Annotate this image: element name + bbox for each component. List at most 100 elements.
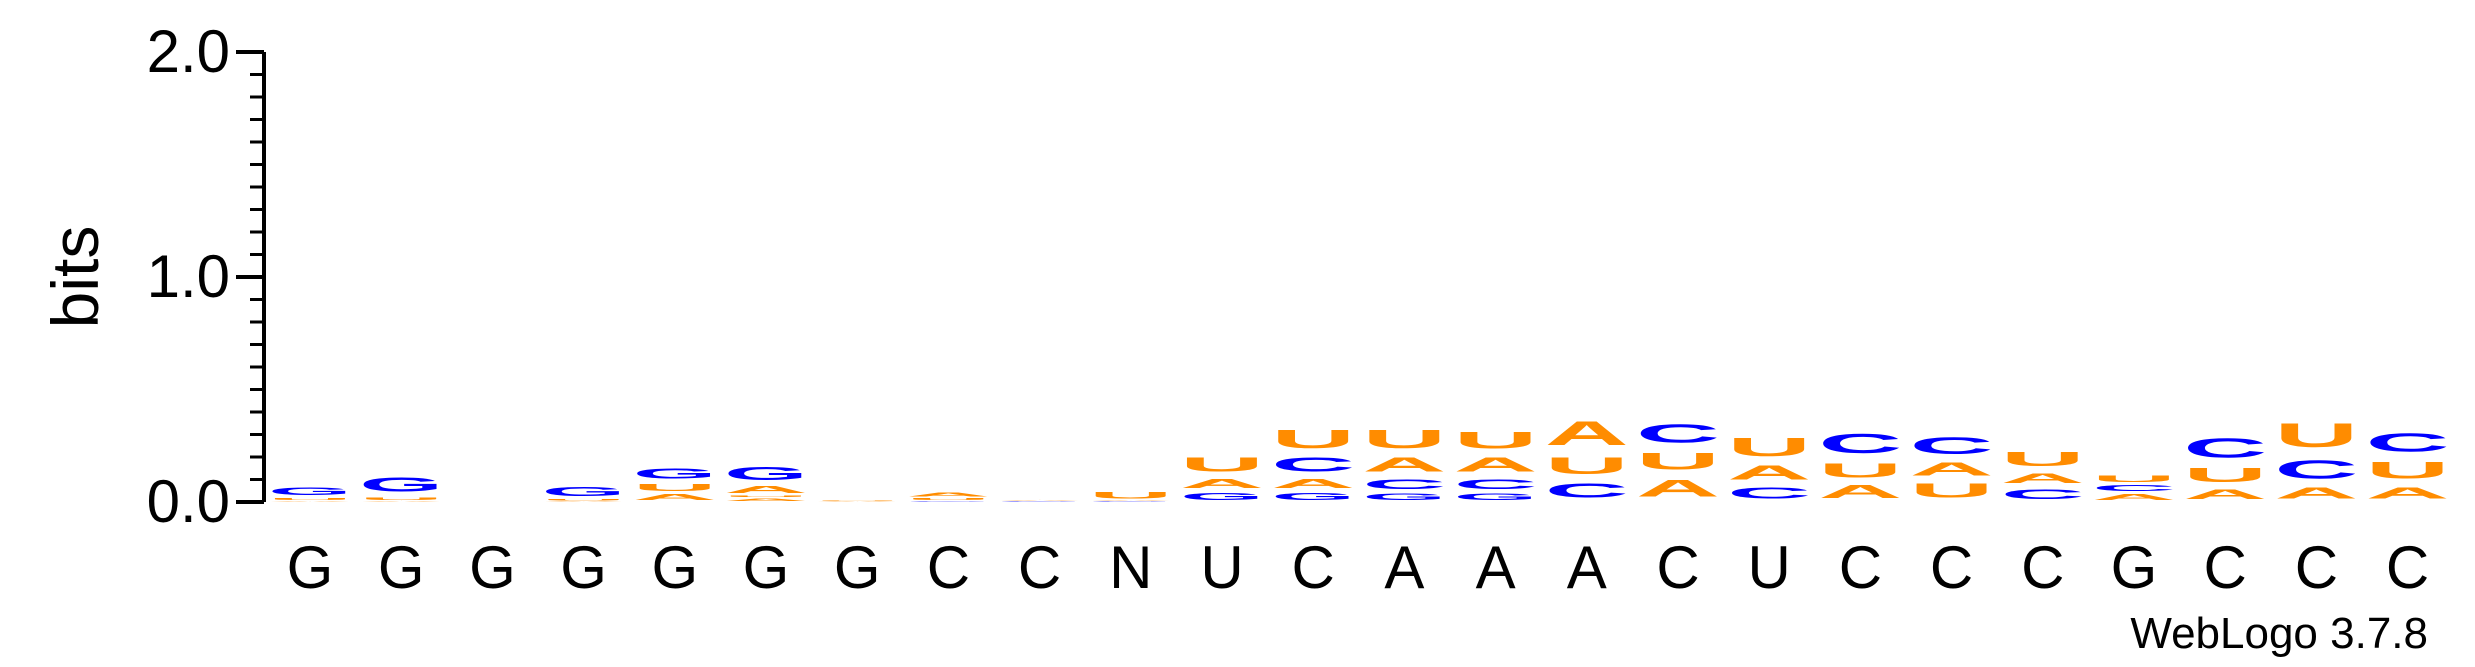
logo-letter-A: A: [633, 493, 717, 502]
logo-letter-U: U: [906, 498, 990, 501]
position-label: C: [1656, 534, 1699, 601]
logo-letter-G: G: [1089, 501, 1173, 502]
logo-letter-C: C: [2092, 484, 2176, 493]
position-label: C: [1018, 534, 1061, 601]
logo-letter-U: U: [1271, 424, 1355, 453]
logo-letter-C: C: [1818, 427, 1902, 459]
logo-letter-C: C: [1545, 479, 1629, 502]
logo-letter-A: A: [906, 492, 990, 498]
logo-letter-A: A: [1818, 482, 1902, 502]
position-label: A: [1384, 534, 1424, 601]
logo-letter-A: A: [359, 501, 443, 502]
logo-letter-G: G: [724, 464, 808, 484]
position-label: U: [1200, 534, 1243, 601]
logo-letter-A: A: [815, 501, 899, 502]
logo-letter-C: C: [1910, 432, 1994, 459]
logo-letter-A: A: [1727, 461, 1811, 484]
position-label: G: [2111, 534, 2158, 601]
position-label: G: [378, 534, 425, 601]
logo-letter-A: A: [542, 501, 626, 502]
logo-letter-G: G: [268, 485, 352, 497]
position-label: G: [560, 534, 607, 601]
logo-letter-A: A: [1636, 475, 1720, 502]
logo-letter-G: G: [633, 465, 717, 482]
position-label: G: [834, 534, 881, 601]
logo-letter-A: A: [998, 500, 1082, 501]
logo-letter-C: C: [2001, 486, 2085, 502]
logo-letter-G: G: [542, 484, 626, 499]
logo-letter-A: A: [1362, 453, 1446, 476]
logo-letter-U: U: [1362, 424, 1446, 453]
logo-letter-G: G: [1454, 492, 1538, 502]
logo-letter-G: G: [1271, 491, 1355, 502]
position-label: C: [1930, 534, 1973, 601]
logo-letter-U: U: [1454, 427, 1538, 454]
position-label: C: [2204, 534, 2247, 601]
logo-letter-C: C: [2274, 455, 2358, 484]
y-axis-title: bits: [38, 226, 112, 329]
logo-letter-C: C: [1727, 484, 1811, 502]
position-label: G: [651, 534, 698, 601]
logo-letter-A: A: [2092, 493, 2176, 502]
position-label: C: [1292, 534, 1335, 601]
logo-letter-U: U: [724, 495, 808, 497]
y-tick-label: 0.0: [147, 468, 230, 535]
logo-letter-U: U: [2183, 464, 2267, 487]
logo-letter-U: U: [1089, 490, 1173, 500]
logo-letter-G: G: [359, 474, 443, 496]
logo-letter-U: U: [1636, 448, 1720, 475]
logo-letter-A: A: [2183, 486, 2267, 502]
logo-letter-U: U: [815, 500, 899, 501]
logo-letter-C: C: [2183, 432, 2267, 464]
logo-letter-U: U: [542, 499, 626, 501]
position-label: A: [1476, 534, 1516, 601]
position-label: C: [927, 534, 970, 601]
logo-letter-U: U: [1180, 453, 1264, 476]
logo-letter-G: G: [1362, 492, 1446, 502]
y-tick-label: 1.0: [147, 243, 230, 310]
logo-letter-U: U: [268, 498, 352, 501]
logo-letter-G: G: [906, 501, 990, 502]
logo-letter-U: U: [1545, 452, 1629, 479]
logo-letter-A: A: [1545, 414, 1629, 452]
position-label: U: [1748, 534, 1791, 601]
position-label: C: [2295, 534, 2338, 601]
logo-letter-A: A: [1271, 476, 1355, 491]
position-label: C: [1839, 534, 1882, 601]
position-label: G: [469, 534, 516, 601]
logo-letter-U: U: [1818, 459, 1902, 482]
position-label: G: [743, 534, 790, 601]
logo-letter-G: G: [1180, 491, 1264, 502]
logo-letter-A: A: [2274, 484, 2358, 502]
logo-letter-U: U: [633, 482, 717, 493]
position-label: G: [287, 534, 334, 601]
logo-letter-A: A: [724, 498, 808, 502]
logo-letter-A: A: [2001, 470, 2085, 486]
logo-letter-U: U: [359, 496, 443, 500]
logo-letter-U: U: [1910, 479, 1994, 502]
logo-letter-A: A: [2366, 484, 2450, 502]
logo-letter-A: A: [1454, 453, 1538, 476]
logo-letter-A: A: [1089, 500, 1173, 501]
logo-letter-C: C: [2366, 428, 2450, 457]
y-tick-label: 2.0: [147, 18, 230, 85]
logo-letter-A: A: [1180, 476, 1264, 491]
logo-letter-U: U: [1727, 432, 1811, 461]
logo-letter-A: A: [268, 501, 352, 502]
logo-letter-C: C: [1636, 419, 1720, 448]
logo-letter-A: A: [1910, 459, 1994, 479]
logo-letter-U: U: [2001, 448, 2085, 471]
logo-letter-U: U: [2092, 474, 2176, 484]
logo-letter-C: C: [1362, 476, 1446, 492]
position-label: C: [2021, 534, 2064, 601]
y-axis: 0.0 1.0 2.0 bits: [38, 18, 266, 535]
logo-letter-A: A: [724, 484, 808, 495]
logo-letter-C: C: [1271, 453, 1355, 476]
position-label: N: [1109, 534, 1152, 601]
logo-letter-U: U: [2366, 457, 2450, 484]
logo-letter-G: G: [998, 501, 1082, 502]
weblogo-credit: WebLogo 3.7.8: [2130, 609, 2428, 658]
logo-letter-U: U: [2274, 417, 2358, 455]
